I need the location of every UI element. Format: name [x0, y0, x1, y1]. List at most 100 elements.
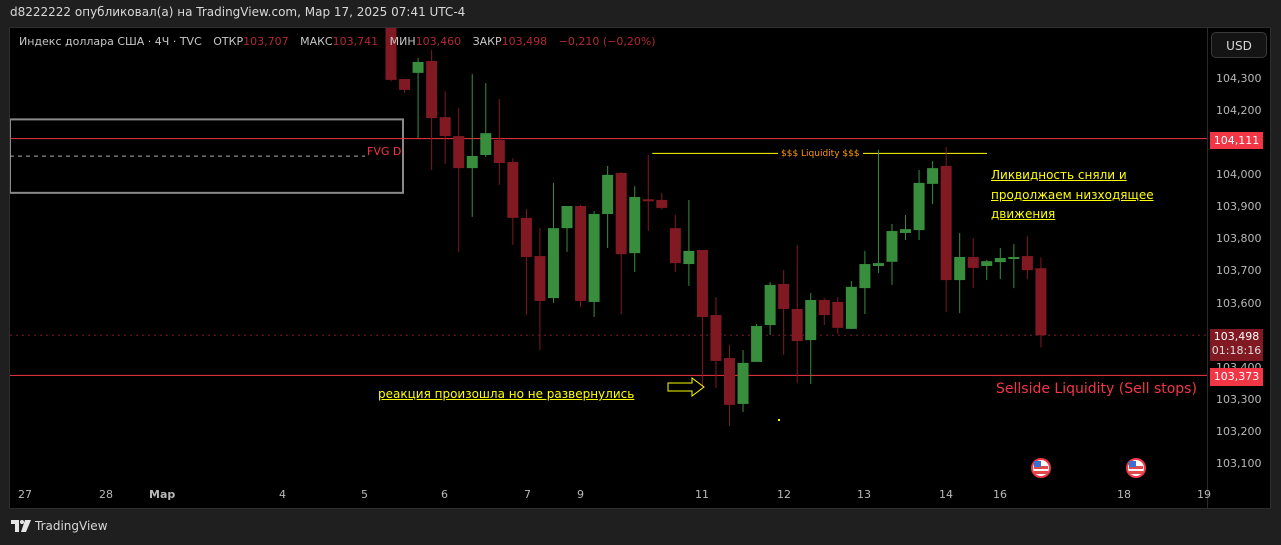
- candle-up: [845, 286, 857, 329]
- candle-up: [764, 284, 776, 326]
- note-liquidity-taken[interactable]: Ликвидность сняли и продолжаем низходяще…: [991, 166, 1154, 225]
- change-value: −0,210 (−0,20%): [558, 35, 656, 48]
- last-price-tag: 103,498 01:18:16: [1210, 329, 1263, 361]
- candle-down: [791, 308, 803, 342]
- price-tick: 103,800: [1216, 232, 1262, 245]
- time-tick: 7: [524, 488, 531, 501]
- fvg-zone: [10, 118, 404, 194]
- low-value: 103,460: [415, 35, 462, 48]
- candle-down: [426, 60, 438, 119]
- arrow-right-icon: [667, 377, 705, 397]
- flag-canton: [1034, 461, 1041, 467]
- price-tick: 103,100: [1216, 457, 1262, 470]
- candle-up: [480, 133, 492, 155]
- candle-down: [615, 172, 627, 255]
- candle-down: [507, 162, 519, 218]
- candle-down: [575, 205, 587, 301]
- time-tick: 16: [993, 488, 1007, 501]
- candle-up: [602, 174, 614, 215]
- time-tick: 5: [361, 488, 368, 501]
- time-tick: 11: [695, 488, 709, 501]
- brand-name: TradingView: [35, 519, 108, 533]
- flag-stripe: [1034, 466, 1048, 469]
- candle-down: [940, 165, 952, 281]
- candle-up: [886, 231, 898, 262]
- candle-up: [629, 197, 641, 254]
- close-value: 103,498: [501, 35, 548, 48]
- time-tick: 4: [279, 488, 286, 501]
- candle-up: [466, 155, 478, 169]
- sellside-level-price-tag: 103,373: [1210, 368, 1263, 386]
- candle-up: [994, 257, 1006, 263]
- high-level-price-tag: 104,111: [1210, 132, 1263, 149]
- high-value: 103,741: [332, 35, 379, 48]
- candle-up: [412, 61, 424, 73]
- price-tick: 103,300: [1216, 393, 1262, 406]
- time-tick: 27: [18, 488, 32, 501]
- note-line: движения: [991, 207, 1056, 221]
- candle-down: [710, 315, 722, 361]
- open-value: 103,707: [243, 35, 289, 48]
- candle-up: [547, 228, 559, 299]
- flag-stripe: [1034, 471, 1048, 474]
- price-axis-divider[interactable]: [1207, 28, 1208, 508]
- candle-up: [900, 229, 912, 233]
- candle-down: [724, 358, 735, 405]
- time-tick: 13: [857, 488, 871, 501]
- candle-down: [669, 228, 681, 264]
- time-tick: 12: [777, 488, 791, 501]
- candle-up: [588, 214, 600, 302]
- candle-down: [642, 199, 654, 202]
- candle-down: [439, 117, 451, 137]
- tradingview-logo-icon: [11, 520, 31, 532]
- candle-up: [981, 261, 993, 266]
- annotation-dot: [778, 419, 780, 421]
- publisher-line: d8222222 опубликовал(а) на TradingView.c…: [10, 5, 466, 19]
- price-tick: 103,200: [1216, 425, 1262, 438]
- time-tick: 18: [1117, 488, 1131, 501]
- candle-down: [696, 249, 708, 317]
- low-label: МИН: [389, 35, 416, 48]
- candle-up: [1008, 257, 1020, 260]
- candle-up: [683, 250, 695, 265]
- candle-up: [751, 325, 763, 362]
- candle-down: [453, 136, 465, 169]
- sellside-label[interactable]: Sellside Liquidity (Sell stops): [996, 381, 1197, 397]
- flag-canton: [1129, 461, 1136, 467]
- time-tick: 14: [939, 488, 953, 501]
- candle-down: [832, 301, 844, 328]
- last-price: 103,498: [1213, 330, 1260, 343]
- candle-down: [1035, 268, 1047, 336]
- candle-down: [493, 139, 505, 164]
- chart-pane[interactable]: [9, 27, 1271, 509]
- liquidity-label[interactable]: $$$ Liquidity $$$: [778, 149, 863, 159]
- candle-down: [818, 299, 830, 316]
- note-line: продолжаем низходящее: [991, 187, 1154, 202]
- note-reaction[interactable]: реакция произошла но не развернулись: [378, 387, 635, 401]
- candle-down: [520, 217, 532, 258]
- candle-down: [385, 28, 397, 80]
- candle-up: [872, 263, 884, 266]
- fvg-label[interactable]: FVG D: [367, 145, 402, 158]
- close-label: ЗАКР: [472, 35, 502, 48]
- time-tick: 28: [99, 488, 113, 501]
- price-tick: 104,000: [1216, 168, 1262, 181]
- note-line: Ликвидность сняли и: [991, 168, 1127, 182]
- candle-down: [967, 257, 979, 268]
- currency-button[interactable]: USD: [1211, 32, 1267, 58]
- time-tick: 19: [1197, 488, 1211, 501]
- tradingview-logo[interactable]: TradingView: [11, 519, 108, 533]
- price-tick: 104,200: [1216, 104, 1262, 117]
- time-tick: 6: [441, 488, 448, 501]
- high-label: МАКС: [300, 35, 333, 48]
- symbol-name[interactable]: Индекс доллара США · 4Ч · TVC: [19, 35, 202, 48]
- candle-down: [778, 283, 790, 309]
- price-tick: 103,700: [1216, 264, 1262, 277]
- plot-layer: [10, 28, 1207, 478]
- candle-down: [656, 199, 668, 208]
- candle-down: [534, 256, 546, 301]
- candle-up: [805, 299, 817, 341]
- candle-up: [859, 264, 871, 289]
- candle-down: [399, 78, 411, 90]
